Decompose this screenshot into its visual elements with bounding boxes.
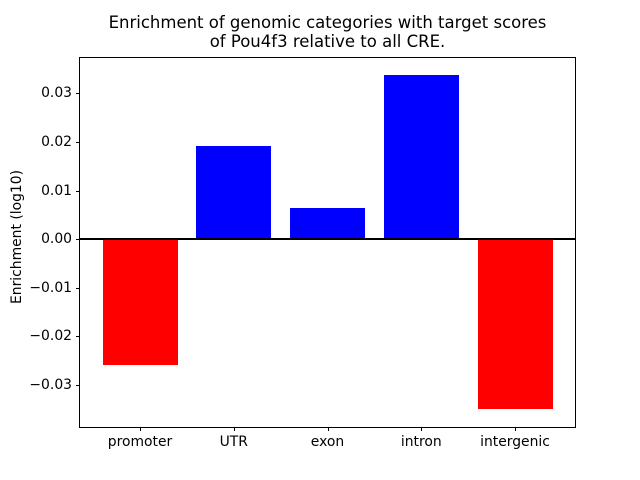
x-tick-label: promoter bbox=[107, 434, 173, 450]
x-tick-label: exon bbox=[310, 434, 345, 450]
y-tick-mark bbox=[76, 190, 80, 192]
bar-UTR bbox=[196, 145, 272, 240]
bar-intron bbox=[383, 75, 459, 240]
y-tick-label: 0.00 bbox=[41, 231, 72, 248]
x-tick-label: UTR bbox=[219, 434, 248, 450]
x-tick-mark bbox=[421, 427, 423, 431]
x-tick-mark bbox=[140, 427, 141, 431]
y-tick-mark bbox=[76, 336, 80, 338]
y-tick-mark bbox=[76, 287, 80, 289]
y-tick-mark bbox=[76, 142, 80, 143]
x-tick-mark bbox=[515, 427, 516, 431]
y-tick-label: −0.03 bbox=[29, 376, 72, 393]
x-tick-label: intergenic bbox=[480, 434, 550, 450]
y-tick-mark bbox=[76, 384, 80, 386]
zero-line bbox=[80, 238, 575, 241]
chart-title: Enrichment of genomic categories with ta… bbox=[108, 13, 547, 51]
y-tick-label: 0.03 bbox=[41, 85, 72, 102]
y-tick-mark bbox=[76, 239, 80, 241]
y-tick-label: 0.01 bbox=[41, 182, 72, 199]
bar-exon bbox=[290, 207, 365, 240]
x-tick-mark bbox=[233, 427, 235, 431]
x-tick-label: intron bbox=[400, 434, 442, 450]
y-tick-label: 0.02 bbox=[41, 134, 72, 150]
y-tick-mark bbox=[76, 93, 80, 95]
y-tick-label: −0.02 bbox=[29, 328, 72, 345]
bar-promoter bbox=[102, 239, 178, 366]
y-tick-label: −0.01 bbox=[29, 279, 72, 296]
x-tick-mark bbox=[327, 427, 329, 431]
bar-intergenic bbox=[477, 239, 553, 409]
